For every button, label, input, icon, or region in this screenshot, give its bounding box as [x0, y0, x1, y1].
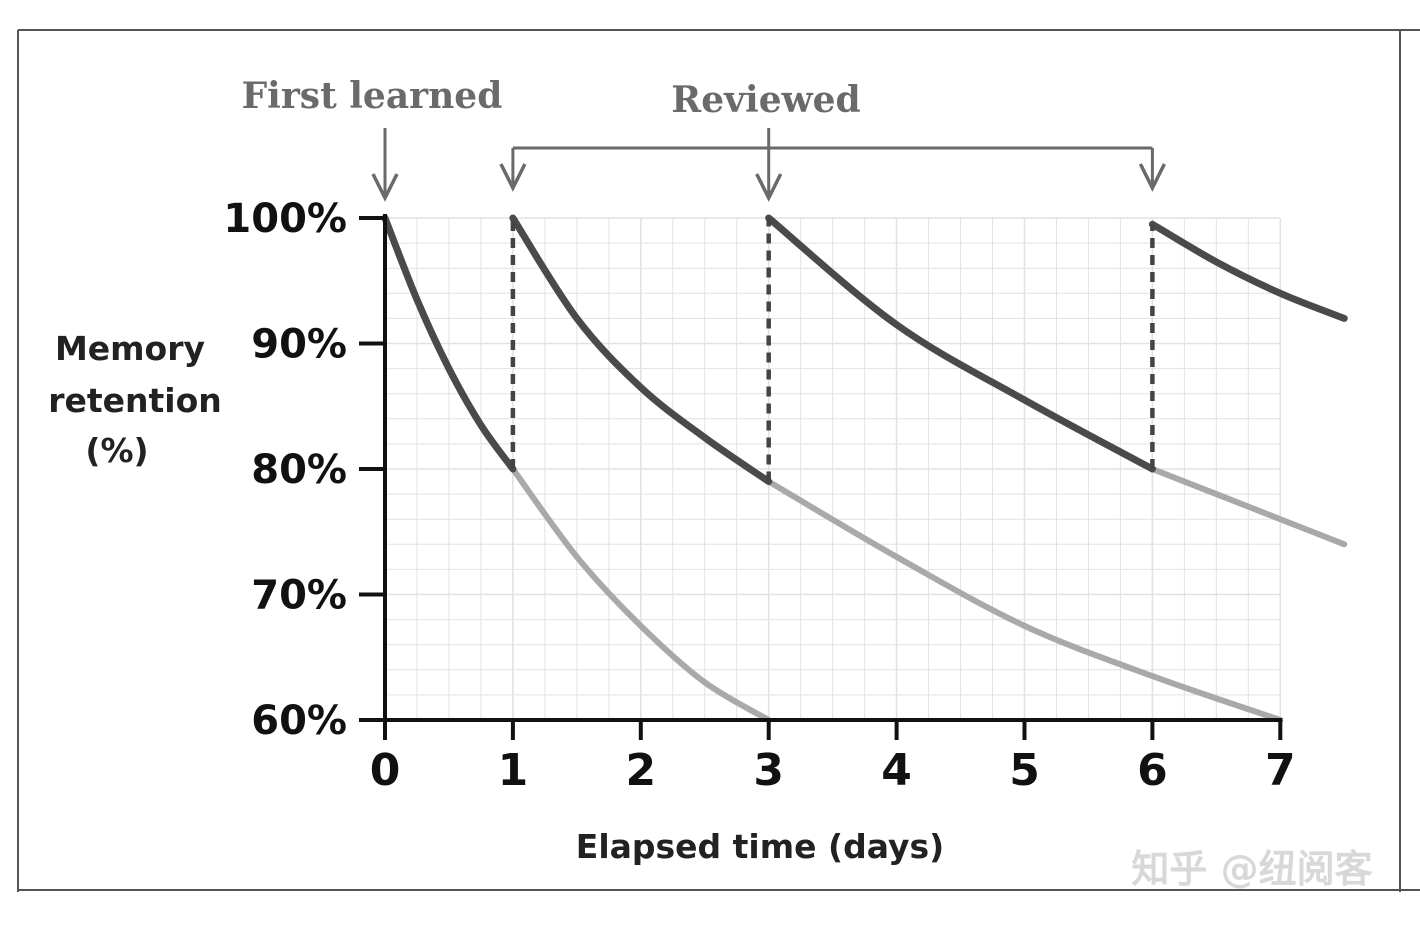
y-tick-label: 70%: [251, 573, 347, 619]
forgotten-curve-5: [1149, 466, 1348, 548]
x-tick-label: 0: [370, 745, 401, 796]
y-axis-label-line-3: (%): [85, 431, 148, 470]
y-axis-label-line-2: retention: [48, 381, 222, 420]
retained-curve-4: [765, 214, 1156, 473]
axes: 100% 90% 80% 70% 60% 0 1 2 3 4 5 6 7: [223, 196, 1295, 796]
retained-curve-0: [381, 214, 517, 473]
y-tick-label: 90%: [251, 322, 347, 368]
x-tick-label: 1: [498, 745, 529, 796]
reviewed-label: Reviewed: [671, 79, 860, 121]
y-tick-label: 80%: [251, 447, 347, 493]
curves: [381, 214, 1348, 723]
x-tick-label: 3: [753, 745, 784, 796]
y-axis-label-line-1: Memory: [55, 329, 205, 368]
y-tick-label: 100%: [223, 196, 347, 242]
retained-curve-2: [509, 214, 773, 486]
x-tick-label: 2: [625, 745, 656, 796]
review-drops: [510, 218, 1155, 482]
reviewed-arrow-day3-head: [755, 173, 783, 202]
annotations: [371, 128, 1166, 202]
x-tick-label: 5: [1009, 745, 1040, 796]
x-tick-label: 4: [881, 745, 912, 796]
y-tick-label: 60%: [251, 698, 347, 744]
first-learned-label: First learned: [242, 75, 503, 117]
forgotten-curve-1: [509, 466, 772, 723]
reviewed-arrow-day6-head: [1138, 163, 1166, 192]
forgotten-curve-3: [765, 478, 1284, 723]
watermark: 知乎 @纽阅客: [1131, 847, 1372, 891]
x-tick-label: 6: [1137, 745, 1168, 796]
first-learned-arrow-head: [371, 173, 399, 202]
x-axis-label: Elapsed time (days): [576, 827, 944, 866]
reviewed-arrow-day1-head: [499, 163, 527, 192]
x-tick-label: 7: [1265, 745, 1296, 796]
retained-curve-6: [1148, 220, 1348, 322]
